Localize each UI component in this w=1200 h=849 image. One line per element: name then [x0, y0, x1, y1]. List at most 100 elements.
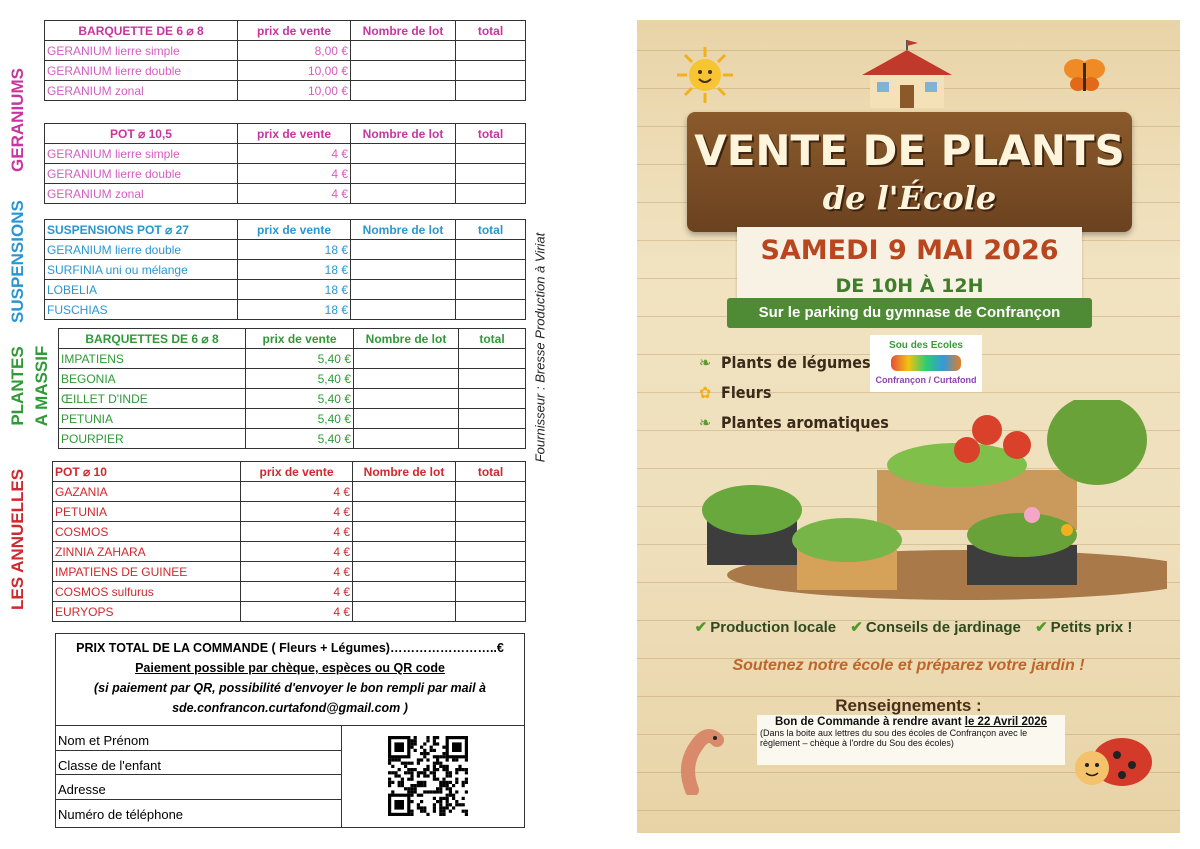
- quantity-input[interactable]: [352, 481, 456, 502]
- quantity-input[interactable]: [352, 561, 456, 582]
- product-name: COSMOS: [52, 521, 241, 542]
- quantity-input[interactable]: [350, 279, 456, 300]
- quantity-input[interactable]: [352, 601, 456, 622]
- line-total-input[interactable]: [455, 279, 526, 300]
- wood-plank-line: [637, 620, 1180, 621]
- price-column-header: prix de vente: [237, 219, 351, 240]
- table-row: GERANIUM lierre double 10,00 €: [44, 60, 526, 81]
- product-name: PETUNIA: [52, 501, 241, 522]
- product-price: 18 €: [237, 239, 351, 260]
- quantity-column-header: Nombre de lot: [350, 20, 456, 41]
- table-row: POURPIER 5,40 €: [58, 428, 526, 449]
- deadline-date: le 22 Avril 2026: [964, 716, 1048, 728]
- quantity-input[interactable]: [350, 299, 456, 320]
- quantity-column-header: Nombre de lot: [353, 328, 459, 349]
- line-total-input[interactable]: [458, 388, 526, 409]
- line-total-input[interactable]: [455, 259, 526, 280]
- quantity-input[interactable]: [350, 60, 456, 81]
- line-total-input[interactable]: [458, 348, 526, 369]
- quantity-input[interactable]: [353, 348, 459, 369]
- quantity-input[interactable]: [353, 368, 459, 389]
- product-name: GERANIUM lierre simple: [44, 40, 238, 61]
- quantity-input[interactable]: [352, 521, 456, 542]
- product-name: COSMOS sulfurus: [52, 581, 241, 602]
- wood-plank-line: [637, 430, 1180, 431]
- line-total-input[interactable]: [458, 428, 526, 449]
- product-price: 4 €: [240, 601, 353, 622]
- line-total-input[interactable]: [455, 601, 526, 622]
- quantity-input[interactable]: [350, 40, 456, 61]
- line-total-input[interactable]: [455, 163, 526, 184]
- product-name: IMPATIENS DE GUINEE: [52, 561, 241, 582]
- address-field[interactable]: Adresse: [56, 775, 341, 800]
- check-icon: ✔: [850, 619, 863, 636]
- phone-field[interactable]: Numéro de téléphone: [58, 806, 184, 822]
- line-total-input[interactable]: [458, 368, 526, 389]
- section-label-geraniums: GERANIUMS: [8, 68, 27, 172]
- quantity-input[interactable]: [352, 501, 456, 522]
- table-row: EURYOPS 4 €: [52, 601, 526, 622]
- plantes-massif-table: BARQUETTES DE 6 ⌀ 8 prix de vente Nombre d…: [58, 328, 526, 449]
- flower-icon: ✿: [699, 383, 712, 402]
- event-poster: VENTE DE PLANTS de l'École SAMEDI 9 MAI …: [637, 20, 1180, 833]
- line-total-input[interactable]: [455, 239, 526, 260]
- product-price: 8,00 €: [237, 40, 351, 61]
- product-name: PETUNIA: [58, 408, 246, 429]
- quantity-input[interactable]: [352, 541, 456, 562]
- table-row: GERANIUM lierre double 18 €: [44, 239, 526, 260]
- line-total-input[interactable]: [455, 143, 526, 164]
- line-total-input[interactable]: [455, 521, 526, 542]
- feature-label: Plants de légumes: [721, 353, 871, 372]
- quantity-input[interactable]: [350, 183, 456, 204]
- line-total-input[interactable]: [455, 561, 526, 582]
- contact-email[interactable]: sde.confrancon.curtafond@gmail.com ): [172, 701, 408, 715]
- quantity-input[interactable]: [350, 143, 456, 164]
- product-name: IMPATIENS: [58, 348, 246, 369]
- line-total-input[interactable]: [455, 80, 526, 101]
- quantity-input[interactable]: [350, 163, 456, 184]
- event-date: SAMEDI 9 MAI 2026: [760, 235, 1059, 266]
- section-label-suspensions: SUSPENSIONS: [8, 200, 27, 323]
- quantity-input[interactable]: [352, 581, 456, 602]
- quantity-input[interactable]: [353, 408, 459, 429]
- deadline-line: Bon de Commande à rendre avant le 22 Avr…: [760, 716, 1062, 728]
- table-row: ZINNIA ZAHARA 4 €: [52, 541, 526, 562]
- line-total-input[interactable]: [455, 581, 526, 602]
- benefit-label: Production locale: [710, 619, 837, 636]
- line-total-input[interactable]: [458, 408, 526, 429]
- table-row: GERANIUM zonal 4 €: [44, 183, 526, 204]
- quantity-input[interactable]: [353, 388, 459, 409]
- table-row: PETUNIA 4 €: [52, 501, 526, 522]
- class-field[interactable]: Classe de l'enfant: [56, 751, 341, 775]
- product-price: 18 €: [237, 279, 351, 300]
- line-total-input[interactable]: [455, 183, 526, 204]
- logo-top-text: Sou des Ecoles: [889, 340, 963, 351]
- product-name: GERANIUM lierre double: [44, 60, 238, 81]
- quantity-input[interactable]: [350, 259, 456, 280]
- quantity-input[interactable]: [350, 239, 456, 260]
- line-total-input[interactable]: [455, 299, 526, 320]
- leaf-icon: ❧: [699, 413, 712, 432]
- table-row: BEGONIA 5,40 €: [58, 368, 526, 389]
- product-price: 5,40 €: [245, 408, 354, 429]
- annuelles-table: POT ⌀ 10 prix de vente Nombre de lot total G…: [52, 461, 526, 622]
- product-price: 4 €: [240, 521, 353, 542]
- line-total-input[interactable]: [455, 501, 526, 522]
- line-total-input[interactable]: [455, 60, 526, 81]
- line-total-input[interactable]: [455, 541, 526, 562]
- qr-code-icon[interactable]: [388, 736, 468, 816]
- product-price: 4 €: [240, 541, 353, 562]
- line-total-input[interactable]: [455, 481, 526, 502]
- event-hours: DE 10H À 12H: [835, 275, 984, 297]
- order-summary-box: PRIX TOTAL DE LA COMMANDE ( Fleurs + Lég…: [55, 633, 525, 828]
- product-column-header: BARQUETTES DE 6 ⌀ 8: [58, 328, 246, 349]
- name-field[interactable]: Nom et Prénom: [56, 726, 341, 751]
- quantity-input[interactable]: [350, 80, 456, 101]
- wood-plank-line: [637, 392, 1180, 393]
- quantity-input[interactable]: [353, 428, 459, 449]
- product-name: ZINNIA ZAHARA: [52, 541, 241, 562]
- school-house-icon: [862, 40, 952, 108]
- supplier-note: Fournisseur : Bresse Production à Viriat: [532, 232, 548, 463]
- line-total-input[interactable]: [455, 40, 526, 61]
- benefit-label: Petits prix !: [1050, 619, 1133, 636]
